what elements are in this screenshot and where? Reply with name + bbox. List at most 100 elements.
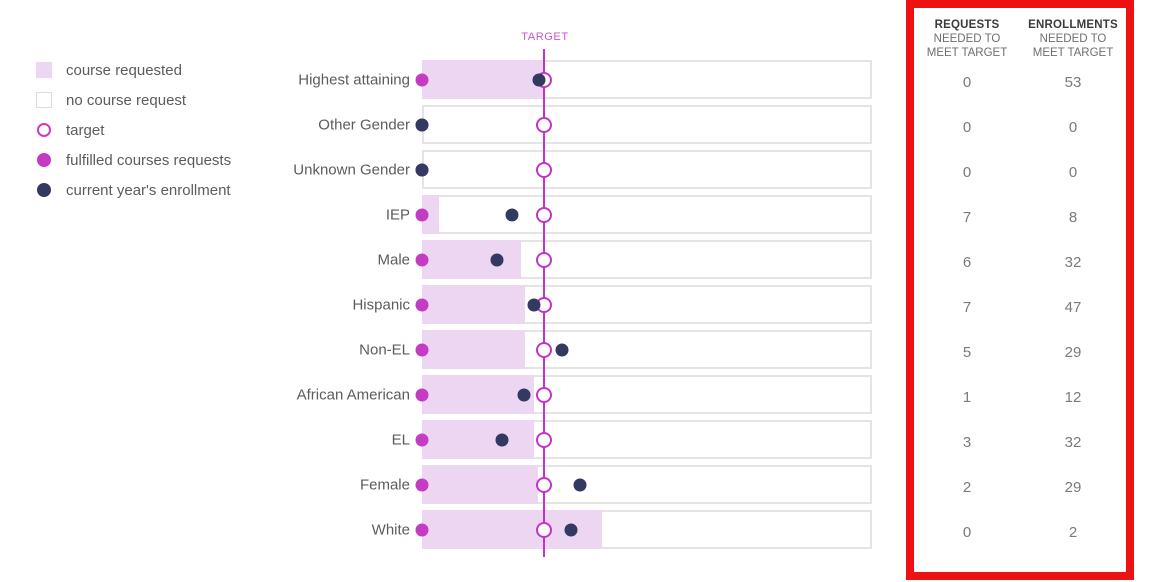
requests-value: 0	[962, 164, 972, 181]
chart-row: Male	[377, 240, 872, 279]
enrollment-dot-icon	[415, 118, 429, 131]
chart-row: Highest attaining	[298, 60, 872, 99]
course-requested-bar	[422, 60, 545, 99]
chart-row: Hispanic	[352, 285, 872, 324]
category-label: African American	[296, 386, 410, 403]
summary-table-row: 0 0	[914, 163, 1126, 183]
enrollment-dot-icon	[564, 523, 577, 536]
enrollment-dot-icon	[532, 73, 546, 86]
category-label: Other Gender	[318, 116, 410, 133]
requests-value: 0	[962, 74, 972, 91]
target-marker-icon	[536, 251, 553, 268]
category-label: Female	[359, 476, 410, 493]
requests-value: 1	[962, 389, 972, 406]
enrollment-dot-icon	[555, 343, 568, 356]
fulfilled-requests-dot-icon	[415, 478, 429, 491]
chart-row: Other Gender	[318, 105, 872, 144]
target-marker-icon	[536, 521, 553, 538]
category-label: Unknown Gender	[293, 161, 410, 178]
category-label: EL	[391, 431, 410, 448]
enrollments-value: 0	[1068, 119, 1078, 136]
summary-table-row: 0 53	[914, 73, 1126, 93]
requests-value: 7	[962, 299, 972, 316]
requests-column-header: REQUESTS NEEDED TO MEET TARGET	[926, 19, 1008, 59]
course-requested-bar	[422, 285, 526, 324]
legend: course requested no course request targe…	[36, 55, 231, 205]
summary-table-row: 0 2	[914, 523, 1126, 543]
summary-table-row: 0 0	[914, 118, 1126, 138]
enrollment-dot-icon	[490, 253, 504, 266]
enrollments-value: 32	[1064, 434, 1082, 451]
chart-row: Female	[360, 465, 872, 504]
requests-value: 5	[962, 344, 972, 361]
enrollments-value: 32	[1064, 254, 1082, 271]
legend-item-label: no course request	[66, 91, 187, 109]
fulfilled-requests-dot-icon	[415, 73, 429, 86]
chart-row: White	[372, 510, 872, 549]
enrollment-dot-icon	[505, 208, 519, 221]
legend-item-label: fulfilled courses requests	[66, 151, 232, 169]
legend-item-label: course requested	[66, 61, 182, 79]
target-marker-icon	[536, 116, 553, 133]
category-label: Non-EL	[359, 341, 410, 358]
chart-row: Non-EL	[359, 330, 872, 369]
fulfilled-requests-dot-icon	[415, 343, 429, 356]
summary-table-row: 7 8	[914, 208, 1126, 228]
category-label: White	[371, 521, 410, 538]
summary-table-row: 7 47	[914, 298, 1126, 318]
course-requested-bar	[422, 375, 535, 414]
fulfilled-requests-dot-icon	[415, 208, 429, 221]
fulfilled-requests-dot-icon	[415, 298, 429, 311]
chart-row: African American	[297, 375, 872, 414]
legend-item-course-requested: course requested	[36, 55, 231, 85]
summary-table-row: 2 29	[914, 478, 1126, 498]
category-label: IEP	[385, 206, 410, 223]
chart-row: Unknown Gender	[293, 150, 872, 189]
enrollment-dot-icon	[527, 298, 541, 311]
course-requested-bar	[422, 240, 521, 279]
legend-item-no-course-request: no course request	[36, 85, 231, 115]
fulfilled-requests-dot-icon	[415, 523, 429, 536]
legend-item-current-enrollment: current year's enrollment	[36, 175, 231, 205]
target-marker-icon	[536, 341, 553, 358]
course-requested-bar	[422, 465, 539, 504]
legend-item-label: target	[66, 121, 105, 139]
no-course-request-swatch-icon	[36, 92, 52, 108]
enrollment-dot-icon	[573, 478, 586, 491]
requests-value: 0	[962, 119, 972, 136]
requests-value: 2	[962, 479, 972, 496]
enrollments-value: 12	[1064, 389, 1082, 406]
enrollment-dot-icon	[415, 163, 429, 176]
enrollment-dot-icon	[517, 388, 531, 401]
summary-table-row: 5 29	[914, 343, 1126, 363]
enrollment-dot-icon	[495, 433, 509, 446]
enrollments-column-header: ENROLLMENTS NEEDED TO MEET TARGET	[1028, 19, 1118, 59]
legend-item-label: current year's enrollment	[66, 181, 231, 199]
enrollments-value: 29	[1064, 344, 1082, 361]
enrollments-value: 2	[1068, 524, 1078, 541]
bar-track	[422, 195, 872, 234]
enrollments-value: 47	[1064, 299, 1082, 316]
target-marker-icon	[536, 431, 553, 448]
target-marker-icon	[536, 476, 553, 493]
enrollments-value: 29	[1064, 479, 1082, 496]
target-marker-icon	[536, 206, 553, 223]
requests-value: 7	[962, 209, 972, 226]
fulfilled-requests-dot-icon	[415, 253, 429, 266]
summary-table-row: 1 12	[914, 388, 1126, 408]
summary-table-row: 6 32	[914, 253, 1126, 273]
chart-row: EL	[392, 420, 872, 459]
bar-track	[422, 150, 872, 189]
summary-table-header: REQUESTS NEEDED TO MEET TARGET ENROLLMEN…	[914, 18, 1126, 60]
summary-table: REQUESTS NEEDED TO MEET TARGET ENROLLMEN…	[906, 0, 1134, 580]
fulfilled-requests-dot-icon	[415, 388, 429, 401]
requests-value: 0	[962, 524, 972, 541]
summary-table-row: 3 32	[914, 433, 1126, 453]
category-label: Highest attaining	[298, 71, 410, 88]
target-axis-label: TARGET	[521, 31, 569, 43]
target-marker-icon	[536, 386, 553, 403]
course-requested-bar	[422, 420, 535, 459]
course-requested-swatch-icon	[36, 62, 52, 78]
requests-value: 3	[962, 434, 972, 451]
